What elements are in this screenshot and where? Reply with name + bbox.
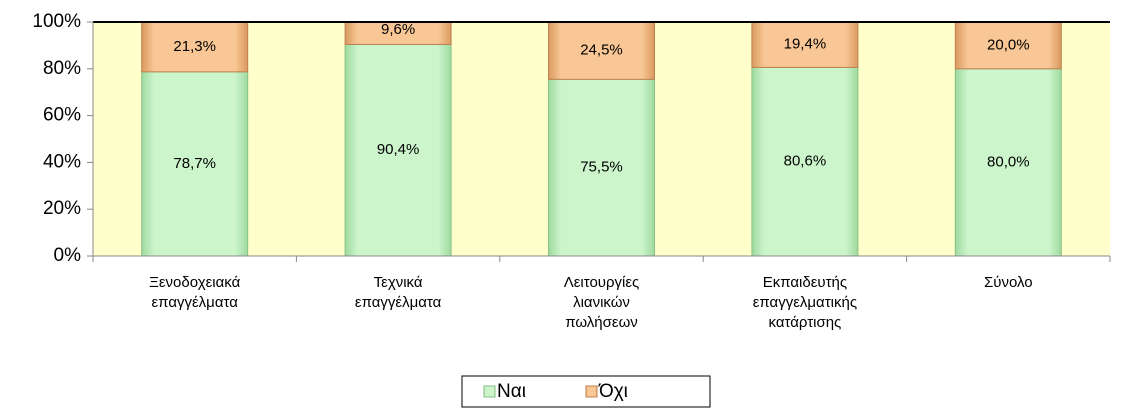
x-tick-label-line: Σύνολο xyxy=(984,274,1033,291)
bar-segment xyxy=(141,21,249,73)
y-tick-label: 80% xyxy=(43,58,81,79)
legend-swatch xyxy=(483,385,496,398)
data-label: 20,0% xyxy=(987,36,1030,53)
y-tick-label: 100% xyxy=(32,11,81,32)
data-label: 90,4% xyxy=(377,141,420,158)
x-tick-label-line: πωλήσεων xyxy=(565,314,638,331)
x-tick-label: Ξενοδοχειακά επαγγέλματα xyxy=(149,274,240,311)
x-tick-label: Σύνολο xyxy=(984,274,1033,291)
data-label: 21,3% xyxy=(173,38,216,55)
bar-segment xyxy=(751,21,859,68)
data-label: 78,7% xyxy=(173,155,216,172)
data-label: 80,0% xyxy=(987,153,1030,170)
y-tick-label: 0% xyxy=(54,245,82,266)
x-tick-label-line: Εκπαιδευτής xyxy=(763,274,847,291)
bar-segment xyxy=(954,68,1062,257)
x-tick-label-line: Ξενοδοχειακά xyxy=(149,274,240,291)
x-tick-label-line: Λειτουργίες xyxy=(564,274,640,291)
x-tick-label: Τεχνικά επαγγέλματα xyxy=(355,274,442,311)
x-tick-label-line: κατάρτισης xyxy=(769,314,842,331)
legend-label: Ναι xyxy=(497,381,526,402)
x-tick-label-line: λιανικών xyxy=(573,294,630,311)
y-tick-label: 20% xyxy=(43,198,81,219)
x-tick-label-line: επαγγελματικής xyxy=(753,294,857,311)
bar-segment xyxy=(141,71,249,257)
data-label: 24,5% xyxy=(580,42,623,59)
legend-label: Όχι xyxy=(598,381,628,402)
data-label: 75,5% xyxy=(580,159,623,176)
x-tick-label-line: επαγγέλματα xyxy=(152,294,239,311)
legend-swatch xyxy=(585,385,598,398)
data-label: 19,4% xyxy=(784,36,827,53)
bar-segment xyxy=(548,21,655,80)
y-tick-label: 40% xyxy=(43,151,81,172)
x-tick-label: Λειτουργίες λιανικών πωλήσεων xyxy=(564,274,640,331)
data-label: 80,6% xyxy=(784,153,827,170)
x-tick-label-line: Τεχνικά xyxy=(374,274,423,291)
data-label: 9,6% xyxy=(381,21,415,38)
x-tick-label-line: επαγγέλματα xyxy=(355,294,442,311)
x-tick-label: Εκπαιδευτής επαγγελματικής κατάρτισης xyxy=(753,274,857,331)
y-tick-label: 60% xyxy=(43,105,81,126)
